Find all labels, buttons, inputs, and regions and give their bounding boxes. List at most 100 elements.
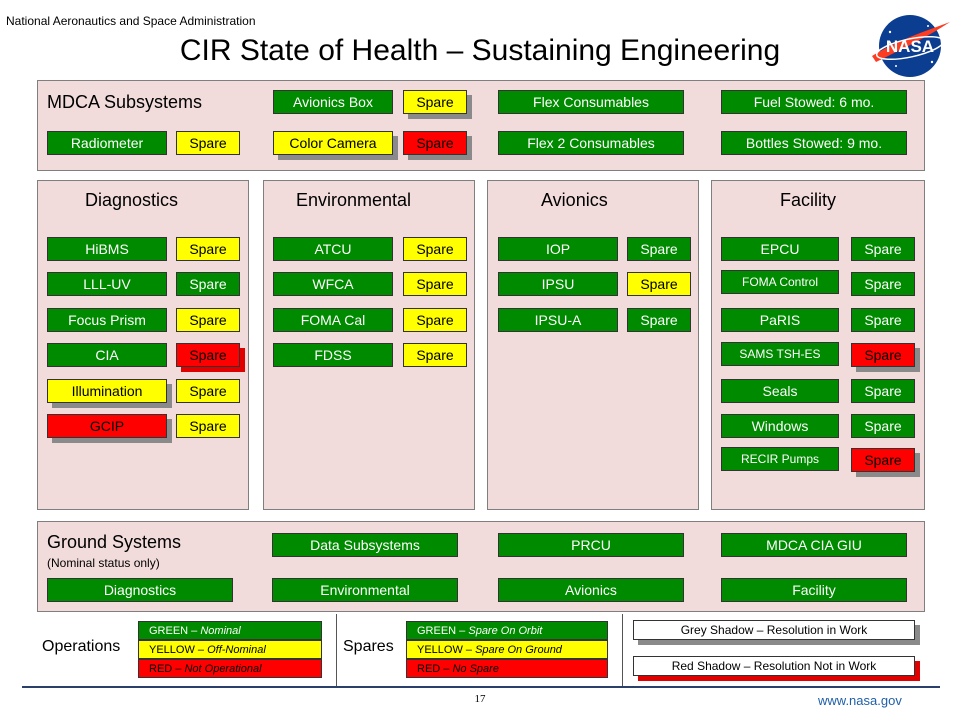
avionics-title: Avionics <box>541 190 608 210</box>
page-title: CIR State of Health – Sustaining Enginee… <box>179 34 781 67</box>
ops-green-sep: – <box>188 625 201 637</box>
legend-divider-1 <box>336 614 337 686</box>
mdca-avionics-box[interactable]: Avionics Box <box>273 90 393 114</box>
avi-ipsu-a-spare[interactable]: Spare <box>627 308 691 332</box>
diag-illumination-spare[interactable]: Spare <box>176 379 240 403</box>
avi-iop[interactable]: IOP <box>498 237 618 261</box>
mdca-bottles-stowed[interactable]: Bottles Stowed: 9 mo. <box>721 131 907 155</box>
ground-systems-subtitle: (Nominal status only) <box>47 556 160 570</box>
spares-green-desc: Spare On Orbit <box>468 625 543 637</box>
fac-windows[interactable]: Windows <box>721 414 839 438</box>
ops-yellow-sep: – <box>194 644 208 656</box>
red-shadow-legend: Red Shadow – Resolution Not in Work <box>633 656 915 676</box>
avi-iop-spare[interactable]: Spare <box>627 237 691 261</box>
facility-title: Facility <box>780 190 837 210</box>
avi-ipsu-a[interactable]: IPSU-A <box>498 308 618 332</box>
ground-mdca-cia-giu[interactable]: MDCA CIA GIU <box>721 533 907 557</box>
environmental-title: Environmental <box>296 190 412 210</box>
ops-yellow-key: YELLOW <box>149 644 195 656</box>
spares-green-key: GREEN <box>417 625 457 637</box>
mdca-color-camera[interactable]: Color Camera <box>273 131 393 155</box>
env-fdss[interactable]: FDSS <box>273 343 393 367</box>
avionics-panel <box>487 180 699 510</box>
spares-yellow-desc: Spare On Ground <box>475 644 562 656</box>
mdca-radiometer-spare[interactable]: Spare <box>176 131 240 155</box>
legend-divider-2 <box>622 614 623 686</box>
env-foma-cal-spare[interactable]: Spare <box>403 308 467 332</box>
page-number: 17 <box>474 693 486 705</box>
env-wfca-spare[interactable]: Spare <box>403 272 467 296</box>
ops-legend-yellow: YELLOW – Off-Nominal <box>138 640 322 659</box>
spares-legend-green: GREEN – Spare On Orbit <box>406 621 608 640</box>
spares-legend-yellow: YELLOW – Spare On Ground <box>406 640 608 659</box>
ground-prcu[interactable]: PRCU <box>498 533 684 557</box>
mdca-radiometer[interactable]: Radiometer <box>47 131 167 155</box>
diag-cia[interactable]: CIA <box>47 343 167 367</box>
diag-hibms-spare[interactable]: Spare <box>176 237 240 261</box>
ground-environmental[interactable]: Environmental <box>272 578 458 602</box>
fac-seals-spare[interactable]: Spare <box>851 379 915 403</box>
avi-ipsu-spare[interactable]: Spare <box>627 272 691 296</box>
mdca-title: MDCA Subsystems <box>47 92 203 112</box>
mdca-color-camera-spare[interactable]: Spare <box>403 131 467 155</box>
mdca-flex2-consumables[interactable]: Flex 2 Consumables <box>498 131 684 155</box>
diag-lll-uv[interactable]: LLL-UV <box>47 272 167 296</box>
spares-red-sep: – <box>440 663 453 675</box>
spares-legend-label: Spares <box>343 638 394 655</box>
spares-red-key: RED <box>417 663 441 675</box>
spares-yellow-sep: – <box>462 644 476 656</box>
diag-focus-prism-spare[interactable]: Spare <box>176 308 240 332</box>
fac-sams-tsh-es-spare[interactable]: Spare <box>851 343 915 367</box>
diag-lll-uv-spare[interactable]: Spare <box>176 272 240 296</box>
mdca-fuel-stowed[interactable]: Fuel Stowed: 6 mo. <box>721 90 907 114</box>
ops-legend-red: RED – Not Operational <box>138 659 322 678</box>
avi-ipsu[interactable]: IPSU <box>498 272 618 296</box>
env-wfca[interactable]: WFCA <box>273 272 393 296</box>
spares-green-sep: – <box>456 625 469 637</box>
ops-legend-green: GREEN – Nominal <box>138 621 322 640</box>
nasa-logo-text: NASA <box>886 37 934 56</box>
fac-paris-spare[interactable]: Spare <box>851 308 915 332</box>
ops-red-sep: – <box>172 663 185 675</box>
env-foma-cal[interactable]: FOMA Cal <box>273 308 393 332</box>
fac-foma-control-spare[interactable]: Spare <box>851 272 915 296</box>
diag-cia-spare[interactable]: Spare <box>176 343 240 367</box>
ground-avionics[interactable]: Avionics <box>498 578 684 602</box>
operations-legend-label: Operations <box>42 638 121 655</box>
agency-name: National Aeronautics and Space Administr… <box>6 14 256 28</box>
ops-red-key: RED <box>149 663 173 675</box>
fac-recir-pumps[interactable]: RECIR Pumps <box>721 447 839 471</box>
fac-paris[interactable]: PaRIS <box>721 308 839 332</box>
fac-recir-pumps-spare[interactable]: Spare <box>851 448 915 472</box>
ops-green-key: GREEN <box>149 625 189 637</box>
grey-shadow-legend: Grey Shadow – Resolution in Work <box>633 620 915 640</box>
spares-red-desc: No Spare <box>452 663 499 675</box>
diag-gcip[interactable]: GCIP <box>47 414 167 438</box>
footer-rule <box>22 686 940 688</box>
spares-yellow-key: YELLOW <box>417 644 463 656</box>
fac-epcu-spare[interactable]: Spare <box>851 237 915 261</box>
fac-sams-tsh-es[interactable]: SAMS TSH-ES <box>721 342 839 366</box>
ground-data-subsystems[interactable]: Data Subsystems <box>272 533 458 557</box>
env-atcu-spare[interactable]: Spare <box>403 237 467 261</box>
ops-yellow-desc: Off-Nominal <box>207 644 266 656</box>
fac-epcu[interactable]: EPCU <box>721 237 839 261</box>
diagnostics-title: Diagnostics <box>85 190 179 210</box>
env-fdss-spare[interactable]: Spare <box>403 343 467 367</box>
diag-illumination[interactable]: Illumination <box>47 379 167 403</box>
ops-red-desc: Not Operational <box>184 663 262 675</box>
spares-legend-red: RED – No Spare <box>406 659 608 678</box>
ground-facility[interactable]: Facility <box>721 578 907 602</box>
diag-gcip-spare[interactable]: Spare <box>176 414 240 438</box>
nasa-url[interactable]: www.nasa.gov <box>818 693 902 708</box>
env-atcu[interactable]: ATCU <box>273 237 393 261</box>
ground-diagnostics[interactable]: Diagnostics <box>47 578 233 602</box>
fac-seals[interactable]: Seals <box>721 379 839 403</box>
fac-windows-spare[interactable]: Spare <box>851 414 915 438</box>
mdca-avionics-box-spare[interactable]: Spare <box>403 90 467 114</box>
ground-systems-title: Ground Systems <box>47 532 182 552</box>
diag-focus-prism[interactable]: Focus Prism <box>47 308 167 332</box>
diag-hibms[interactable]: HiBMS <box>47 237 167 261</box>
fac-foma-control[interactable]: FOMA Control <box>721 270 839 294</box>
mdca-flex-consumables[interactable]: Flex Consumables <box>498 90 684 114</box>
